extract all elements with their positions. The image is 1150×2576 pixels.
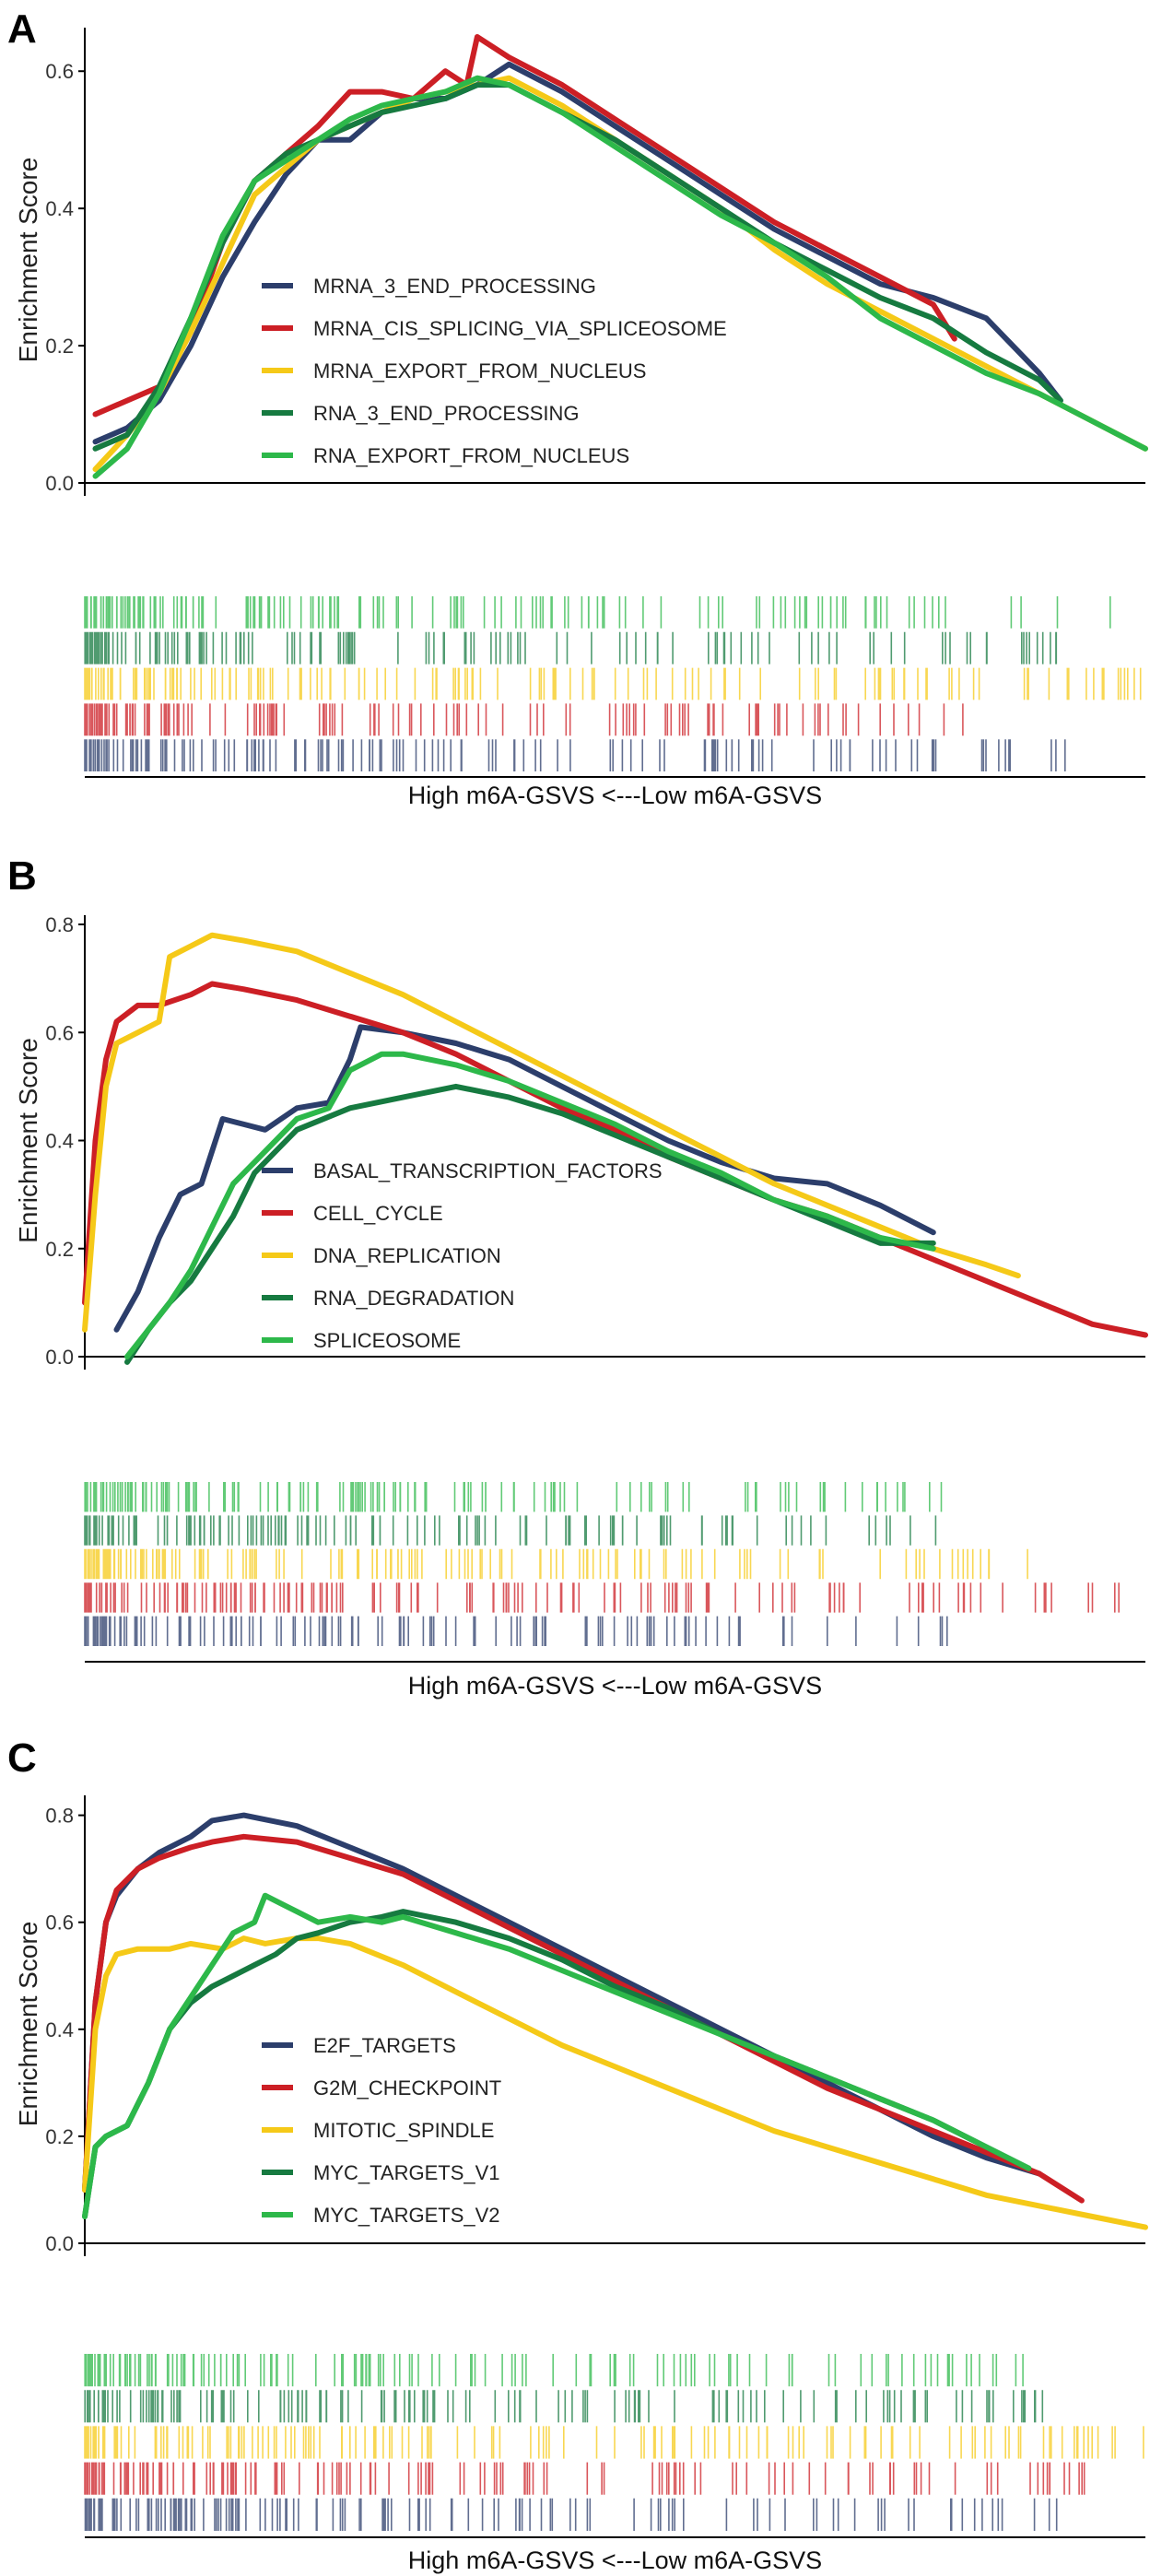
- legend-label: E2F_TARGETS: [313, 2034, 456, 2057]
- rug-ticks-basal-transcription-factors: [84, 1616, 948, 1646]
- panel-letter-a: A: [7, 6, 37, 52]
- series-line-myc-targets-v1: [82, 1909, 1032, 2219]
- legend-label: RNA_DEGRADATION: [313, 1287, 514, 1310]
- x-axis-label: High m6A-GSVS <---Low m6A-GSVS: [408, 782, 822, 809]
- y-axis-label: Enrichment Score: [14, 1922, 42, 2127]
- series-line-e2f-targets: [82, 1812, 1042, 2193]
- x-axis-label: High m6A-GSVS <---Low m6A-GSVS: [408, 2547, 822, 2574]
- rug-ticks-e2f-targets: [84, 2498, 1058, 2531]
- y-tick-label: 0.4: [45, 1130, 74, 1153]
- rug-ticks-rna-degradation: [84, 1515, 937, 1546]
- series-line-g2m-checkpoint: [82, 1833, 1085, 2204]
- series-line-mrna-export-from-nucleus: [92, 75, 1148, 473]
- legend-label: RNA_EXPORT_FROM_NUCLEUS: [313, 444, 629, 467]
- y-axis-label: Enrichment Score: [14, 1038, 42, 1243]
- panel-letter-c: C: [7, 1735, 37, 1781]
- panel-b: B 0.0 0.2 0.4 0.6 0.8 Enrichment Score BASAL_T…: [7, 853, 1148, 1700]
- rug-ticks-dna-replication: [84, 1548, 1028, 1580]
- legend-label: MITOTIC_SPINDLE: [313, 2119, 494, 2142]
- y-tick-label: 0.4: [45, 2018, 74, 2041]
- y-tick-label: 0.8: [45, 913, 74, 936]
- legend-label: G2M_CHECKPOINT: [313, 2076, 501, 2100]
- panel-c: C 0.0 0.2 0.4 0.6 0.8 Enrichment Score E2F_TAR…: [7, 1735, 1148, 2574]
- rug-ticks-spliceosome: [84, 1482, 943, 1512]
- legend-label: RNA_3_END_PROCESSING: [313, 402, 580, 425]
- legend-label: MYC_TARGETS_V2: [313, 2204, 500, 2227]
- rug-ticks-cell-cycle: [84, 1582, 1120, 1613]
- rug-ticks-mitotic-spindle: [84, 2426, 1144, 2459]
- panel-letter-b: B: [7, 853, 37, 899]
- y-tick-label: 0.6: [45, 1021, 74, 1044]
- y-tick-label: 0.2: [45, 2125, 74, 2148]
- legend-label: MRNA_3_END_PROCESSING: [313, 275, 596, 298]
- legend-label: MRNA_EXPORT_FROM_NUCLEUS: [313, 359, 646, 382]
- rug-ticks-mrna-3-end-processing: [84, 739, 1066, 771]
- rug-ticks-rna-3-end-processing: [84, 631, 1058, 665]
- legend-label: CELL_CYCLE: [313, 1202, 443, 1225]
- y-tick-label: 0.2: [45, 1238, 74, 1261]
- legend-label: SPLICEOSOME: [313, 1329, 461, 1352]
- rug-ticks-mrna-export-from-nucleus: [84, 667, 1142, 700]
- y-tick-label: 0.6: [45, 1911, 74, 1935]
- y-tick-label: 0.0: [45, 2232, 74, 2255]
- y-tick-label: 0.0: [45, 472, 74, 495]
- x-axis-label: High m6A-GSVS <---Low m6A-GSVS: [408, 1672, 822, 1700]
- legend-label: MYC_TARGETS_V1: [313, 2161, 500, 2184]
- legend-label: MRNA_CIS_SPLICING_VIA_SPLICEOSOME: [313, 317, 727, 340]
- y-axis-label: Enrichment Score: [14, 158, 42, 363]
- rug-ticks-myc-targets-v1: [84, 2390, 1044, 2423]
- legend-label: DNA_REPLICATION: [313, 1244, 501, 1267]
- legend-label: BASAL_TRANSCRIPTION_FACTORS: [313, 1159, 663, 1182]
- series-line-mitotic-spindle: [82, 1935, 1148, 2230]
- y-tick-label: 0.0: [45, 1346, 74, 1369]
- y-tick-label: 0.4: [45, 197, 74, 220]
- rug-ticks-myc-targets-v2: [84, 2354, 1024, 2387]
- y-tick-label: 0.2: [45, 335, 74, 358]
- series-line-rna-3-end-processing: [92, 82, 1063, 452]
- y-tick-label: 0.6: [45, 60, 74, 83]
- series-line-rna-export-from-nucleus: [92, 75, 1148, 479]
- series-line-cell-cycle: [82, 981, 1148, 1338]
- panel-a: A 0.0 0.2 0.4 0.6 Enrichment Score MRNA_3_END…: [7, 6, 1148, 809]
- series-line-myc-targets-v2: [82, 1892, 1032, 2219]
- series-line-dna-replication: [82, 932, 1021, 1333]
- rug-ticks-mrna-cis-splicing-via-spliceosome: [84, 703, 964, 736]
- series-line-spliceosome: [124, 1051, 936, 1359]
- rug-ticks-g2m-checkpoint: [84, 2462, 1085, 2495]
- rug-ticks-rna-export-from-nucleus: [84, 596, 1111, 629]
- y-tick-label: 0.8: [45, 1805, 74, 1828]
